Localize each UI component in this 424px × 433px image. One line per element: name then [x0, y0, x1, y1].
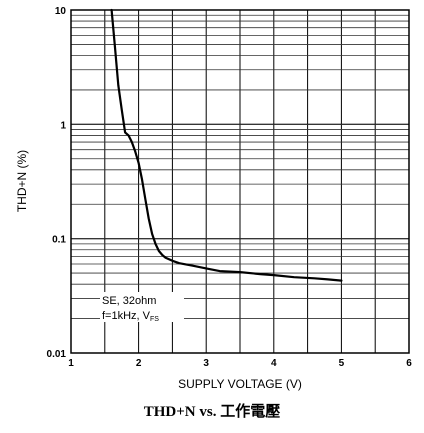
x-tick-label: 3 — [203, 358, 209, 369]
thdn-vs-supply-voltage-chart: 0.01 0.1 1 10 1 2 3 4 5 6 THD+N (%) SUPPLY VOLTA… — [15, 6, 412, 391]
x-tick-label: 1 — [68, 358, 74, 369]
annotation-frequency-subscript: FS — [150, 316, 159, 323]
annotation-frequency: f=1kHz, VFS — [102, 310, 159, 323]
x-tick-labels: 1 2 3 4 5 6 — [68, 358, 412, 369]
x-tick-label: 6 — [406, 358, 412, 369]
annotation-frequency-prefix: f=1kHz, V — [102, 310, 151, 322]
x-tick-label: 2 — [136, 358, 142, 369]
annotation-load: SE, 32ohm — [102, 295, 156, 307]
x-tick-label: 4 — [271, 358, 277, 369]
y-tick-labels: 0.01 0.1 1 10 — [47, 6, 67, 360]
y-tick-label: 0.1 — [52, 235, 66, 246]
y-tick-label: 10 — [55, 6, 67, 17]
chart-caption: THD+N vs. 工作電壓 — [143, 404, 281, 420]
y-tick-label: 0.01 — [47, 349, 67, 360]
annotation-background — [100, 292, 184, 322]
plot-frame — [70, 9, 410, 354]
y-axis-label: THD+N (%) — [15, 150, 29, 212]
series-line-thdn — [110, 8, 343, 282]
y-tick-label: 1 — [60, 120, 66, 131]
x-tick-label: 5 — [339, 358, 345, 369]
x-axis-label: SUPPLY VOLTAGE (V) — [178, 377, 302, 391]
